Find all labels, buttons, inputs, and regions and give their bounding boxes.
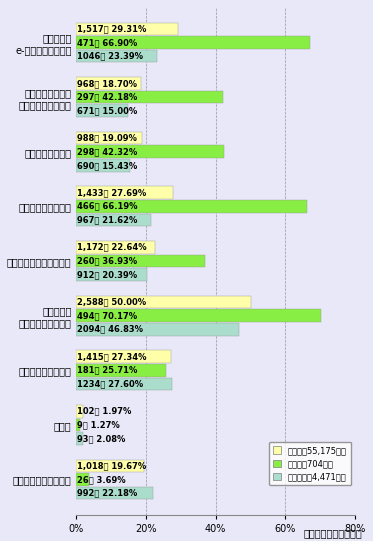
Bar [76,241,155,254]
Bar [76,200,307,213]
Text: 93社 2.08%: 93社 2.08% [78,434,126,443]
Bar [76,146,224,158]
Text: 1,172社 22.64%: 1,172社 22.64% [78,243,147,252]
Text: 26社 3.69%: 26社 3.69% [78,475,126,484]
Bar [76,351,171,363]
Text: 260社 36.93%: 260社 36.93% [78,256,138,266]
Text: 1046社 23.39%: 1046社 23.39% [78,51,144,61]
Bar [76,323,239,335]
Bar [76,50,157,62]
Bar [76,255,205,267]
Text: 1,433社 27.69%: 1,433社 27.69% [78,188,147,197]
Legend: （全企楢55,175社）, （大企楢704社）, （中小企楢4,471社）: （全企楢55,175社）, （大企楢704社）, （中小企楢4,471社） [269,442,351,485]
Text: 1,517社 29.31%: 1,517社 29.31% [78,24,147,34]
Text: 1,018社 19.67%: 1,018社 19.67% [78,461,147,470]
Text: 494社 70.17%: 494社 70.17% [78,311,138,320]
Bar [76,459,144,472]
Bar [76,296,251,308]
Text: 992社 22.18%: 992社 22.18% [78,489,138,498]
Bar [76,432,83,445]
Text: 690社 15.43%: 690社 15.43% [78,161,138,170]
Bar [76,378,172,390]
Text: 181社 25.71%: 181社 25.71% [78,366,138,375]
Bar [76,487,153,499]
Bar [76,187,173,199]
Text: 297社 42.18%: 297社 42.18% [78,93,138,102]
Bar [76,104,128,117]
Bar [76,405,83,418]
Text: 2,588社 50.00%: 2,588社 50.00% [78,298,147,306]
Text: 912社 20.39%: 912社 20.39% [78,270,138,279]
Bar [76,309,321,322]
Text: 9社 1.27%: 9社 1.27% [78,420,120,430]
Text: 2094社 46.83%: 2094社 46.83% [78,325,144,334]
Text: 東京商工リサーチ調べ: 東京商工リサーチ調べ [303,529,362,538]
Text: 1234社 27.60%: 1234社 27.60% [78,379,144,388]
Bar [76,419,80,431]
Bar [76,91,223,103]
Bar [76,159,130,171]
Bar [76,23,178,35]
Bar [76,364,166,377]
Bar [76,77,141,90]
Text: 1,415社 27.34%: 1,415社 27.34% [78,352,147,361]
Bar [76,132,142,144]
Bar [76,268,147,281]
Text: 471社 66.90%: 471社 66.90% [78,38,138,47]
Text: 466社 66.19%: 466社 66.19% [78,202,138,211]
Text: 967社 21.62%: 967社 21.62% [78,215,138,225]
Text: 298社 42.32%: 298社 42.32% [78,147,138,156]
Bar [76,36,310,49]
Text: 671社 15.00%: 671社 15.00% [78,106,138,115]
Text: 968社 18.70%: 968社 18.70% [78,79,138,88]
Text: 102社 1.97%: 102社 1.97% [78,407,132,415]
Text: 988社 19.09%: 988社 19.09% [78,134,137,143]
Bar [76,473,89,486]
Bar [76,214,151,226]
